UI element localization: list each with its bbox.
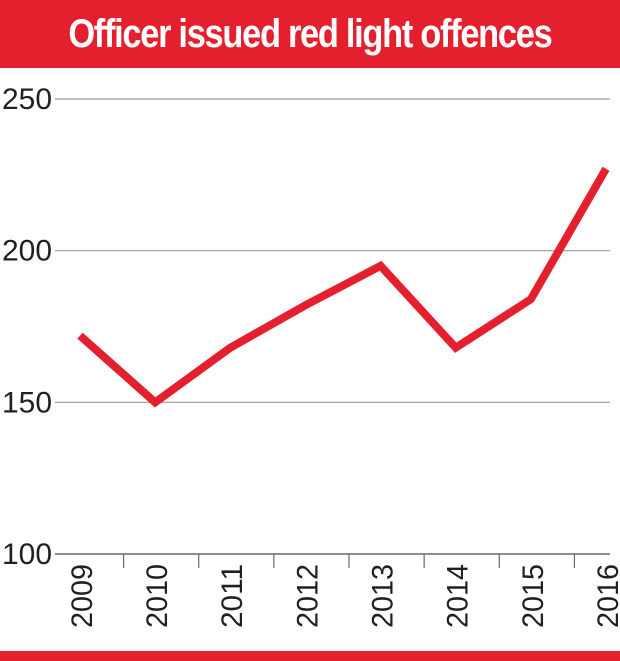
- chart-title-bar: Officer issued red light offences: [0, 0, 620, 68]
- x-tick-label-2013: 2013: [366, 564, 399, 628]
- gridlines: [55, 98, 610, 555]
- series-lines: [77, 166, 610, 408]
- x-tick-label-2016: 2016: [592, 564, 620, 628]
- x-tick-label-2012: 2012: [291, 564, 324, 628]
- y-tick-label-150: 150: [2, 386, 52, 419]
- line-chart: 100 150 200 250 2009 2010 2011 2012 2013 2014 201…: [2, 83, 620, 628]
- x-tick-label-2015: 2015: [517, 564, 550, 628]
- x-tick-label-2014: 2014: [442, 564, 475, 628]
- y-tick-label-250: 250: [2, 83, 52, 116]
- y-axis-tick-labels: 100 150 200 250: [2, 83, 52, 571]
- x-tick-label-2010: 2010: [141, 564, 174, 628]
- x-tick-label-2011: 2011: [216, 564, 249, 628]
- x-axis: 2009 2010 2011 2012 2013 2014 2015 2016: [66, 554, 620, 628]
- y-tick-label-100: 100: [2, 538, 52, 571]
- series-line-0: [77, 166, 610, 408]
- bottom-accent-bar: [0, 651, 620, 661]
- y-tick-label-200: 200: [2, 235, 52, 268]
- chart-title: Officer issued red light offences: [68, 11, 552, 56]
- x-tick-label-2009: 2009: [66, 564, 99, 628]
